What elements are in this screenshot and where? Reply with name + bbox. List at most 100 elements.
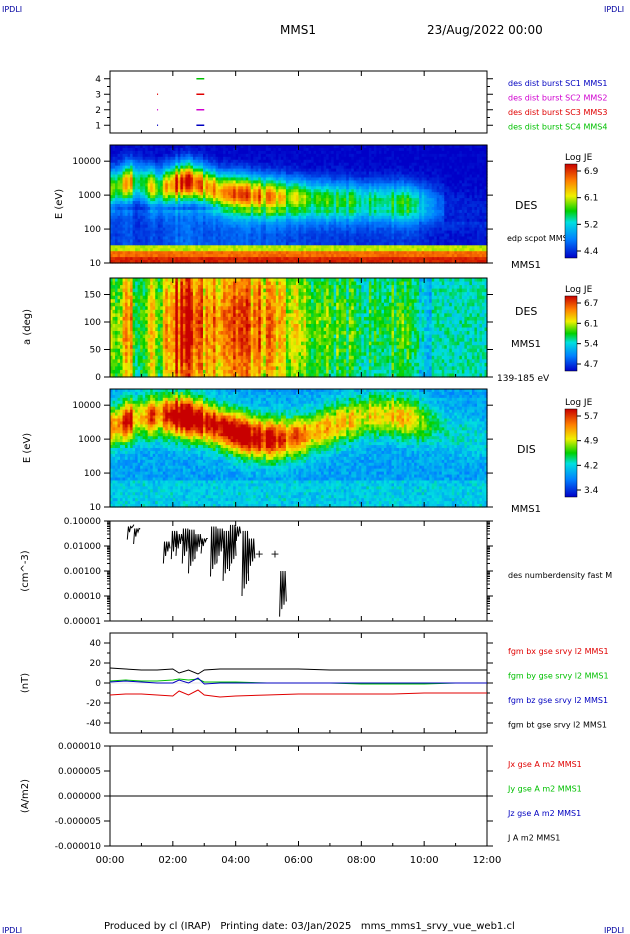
spectrogram-cell <box>115 162 119 167</box>
spectrogram-cell <box>225 177 229 181</box>
spectrogram-cell <box>394 209 398 214</box>
spectrogram-cell <box>238 159 242 164</box>
spectrogram-cell <box>150 147 154 152</box>
spectrogram-cell <box>177 233 181 238</box>
spectrogram-cell <box>270 236 274 240</box>
spectrogram-cell <box>140 145 144 149</box>
spectrogram-cell <box>363 168 367 173</box>
spectrogram-cell <box>328 180 332 184</box>
spectrogram-cell <box>265 236 269 240</box>
spectrogram-cell <box>308 145 312 149</box>
spectrogram-cell <box>328 168 332 173</box>
spectrogram-cell <box>120 227 124 232</box>
spectrogram-cell <box>245 212 249 217</box>
spectrogram-cell <box>368 195 372 199</box>
spectrogram-cell <box>125 254 129 258</box>
spectrogram-cell <box>265 195 269 199</box>
spectrogram-cell <box>270 183 274 187</box>
spectrogram-cell <box>394 192 398 196</box>
spectrogram-cell <box>167 198 171 202</box>
spectrogram-cell <box>376 198 380 202</box>
spectrogram-cell <box>361 233 365 238</box>
spectrogram-cell <box>366 145 370 149</box>
spectrogram-cell <box>321 227 325 232</box>
spectrogram-cell <box>419 153 423 158</box>
spectrogram-cell <box>318 209 322 214</box>
spectrogram-cell <box>110 224 114 229</box>
spectrogram-cell <box>416 242 420 246</box>
spectrogram-cell <box>283 174 287 179</box>
spectrogram-cell <box>202 153 207 158</box>
spectrogram-cell <box>142 201 146 205</box>
spectrogram-cell <box>409 162 413 167</box>
spectrogram-cell <box>245 230 249 235</box>
spectrogram-cell <box>135 245 139 249</box>
spectrogram-cell <box>162 177 166 181</box>
spectrogram-cell <box>311 153 315 158</box>
spectrogram-cell <box>416 186 420 190</box>
spectrogram-cell <box>213 230 217 235</box>
spectrogram-cell <box>122 224 126 229</box>
spectrogram-cell <box>195 221 199 226</box>
spectrogram-cell <box>223 260 227 264</box>
spectrogram-cell <box>162 230 166 235</box>
spectrogram-cell <box>265 165 269 170</box>
spectrogram-cell <box>308 215 312 220</box>
spectrogram-cell <box>280 162 285 167</box>
spectrogram-cell <box>353 254 357 258</box>
spectrogram-cell <box>416 153 420 158</box>
spectrogram-cell <box>288 201 292 205</box>
spectrogram-cell <box>331 183 335 187</box>
spectrogram-cell <box>399 251 403 255</box>
spectrogram-cell <box>409 242 413 246</box>
spectrogram-cell <box>235 260 239 264</box>
spectrogram-cell <box>258 248 262 252</box>
spectrogram-cell <box>197 145 202 149</box>
spectrogram-cell <box>137 260 141 264</box>
spectrogram-cell <box>265 209 269 214</box>
spectrogram-cell <box>388 224 393 229</box>
spectrogram-cell <box>140 239 144 243</box>
spectrogram-cell <box>208 245 212 249</box>
spectrogram-cell <box>396 174 400 179</box>
spectrogram-cell <box>182 254 186 258</box>
spectrogram-cell <box>132 215 136 220</box>
spectrogram-cell <box>160 206 164 211</box>
spectrogram-cell <box>190 257 194 261</box>
spectrogram-cell <box>167 177 171 181</box>
spectrogram-cell <box>306 218 310 223</box>
spectrogram-cell <box>278 215 282 220</box>
spectrogram-cell <box>298 180 302 184</box>
spectrogram-cell <box>137 245 141 249</box>
spectrogram-cell <box>348 177 352 181</box>
spectrogram-cell <box>383 257 388 261</box>
spectrogram-cell <box>301 204 305 208</box>
spectrogram-cell <box>208 212 212 217</box>
spectrogram-cell <box>157 168 161 173</box>
spectrogram-cell <box>255 254 259 258</box>
spectrogram-cell <box>373 206 378 211</box>
spectrogram-cell <box>200 153 204 158</box>
spectrogram-cell <box>313 192 317 196</box>
spectrogram-cell <box>356 186 360 190</box>
spectrogram-cell <box>394 177 398 181</box>
spectrogram-cell <box>404 221 408 226</box>
spectrogram-cell <box>278 236 282 240</box>
spectrogram-cell <box>318 159 322 164</box>
spectrogram-cell <box>228 227 232 232</box>
spectrogram-cell <box>192 192 197 196</box>
spectrogram-cell <box>137 177 141 181</box>
spectrogram-cell <box>316 242 320 246</box>
spectrogram-cell <box>225 206 229 211</box>
spectrogram-cell <box>238 204 242 208</box>
spectrogram-cell <box>290 168 295 173</box>
spectrogram-cell <box>356 204 360 208</box>
spectrogram-cell <box>338 245 342 249</box>
spectrogram-cell <box>356 192 360 196</box>
spectrogram-cell <box>343 183 347 187</box>
spectrogram-cell <box>406 177 410 181</box>
spectrogram-cell <box>192 145 197 149</box>
spectrogram-cell <box>399 195 403 199</box>
spectrogram-cell <box>110 209 114 214</box>
spectrogram-cell <box>298 159 302 164</box>
